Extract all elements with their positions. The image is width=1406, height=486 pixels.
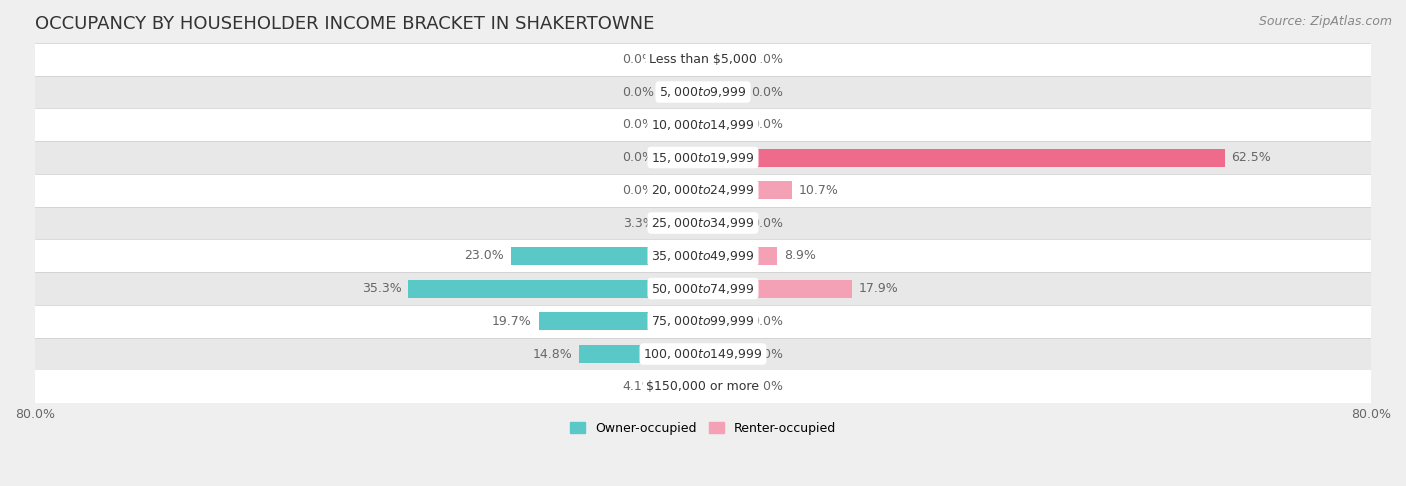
Bar [661,181,703,199]
Text: $100,000 to $149,999: $100,000 to $149,999 [644,347,762,361]
Text: $75,000 to $99,999: $75,000 to $99,999 [651,314,755,329]
Text: 0.0%: 0.0% [623,184,655,197]
Bar [661,149,703,167]
Text: 0.0%: 0.0% [623,86,655,99]
Text: 3.3%: 3.3% [623,217,655,229]
Text: 0.0%: 0.0% [623,151,655,164]
Text: Source: ZipAtlas.com: Source: ZipAtlas.com [1258,15,1392,28]
Bar [703,116,745,134]
Text: 0.0%: 0.0% [751,118,783,131]
Text: $35,000 to $49,999: $35,000 to $49,999 [651,249,755,263]
Legend: Owner-occupied, Renter-occupied: Owner-occupied, Renter-occupied [565,417,841,440]
Text: 17.9%: 17.9% [859,282,898,295]
Text: 0.0%: 0.0% [623,53,655,66]
Text: 0.0%: 0.0% [751,347,783,361]
Text: 35.3%: 35.3% [361,282,402,295]
Bar [35,338,1371,370]
Bar [661,50,703,68]
Text: Less than $5,000: Less than $5,000 [650,53,756,66]
Text: 0.0%: 0.0% [751,86,783,99]
Text: 0.0%: 0.0% [623,118,655,131]
Bar [703,214,745,232]
Text: 0.0%: 0.0% [751,217,783,229]
Bar [538,312,703,330]
Bar [703,181,793,199]
Bar [35,305,1371,338]
Text: 4.1%: 4.1% [623,381,655,393]
Text: $20,000 to $24,999: $20,000 to $24,999 [651,183,755,197]
Text: $10,000 to $14,999: $10,000 to $14,999 [651,118,755,132]
Text: $50,000 to $74,999: $50,000 to $74,999 [651,281,755,295]
Bar [35,141,1371,174]
Bar [703,378,745,396]
Bar [35,272,1371,305]
Bar [661,378,703,396]
Text: 10.7%: 10.7% [799,184,839,197]
Text: 8.9%: 8.9% [785,249,815,262]
Bar [703,247,778,265]
Bar [35,207,1371,240]
Bar [661,83,703,101]
Bar [703,312,745,330]
Bar [579,345,703,363]
Bar [661,214,703,232]
Bar [703,149,1225,167]
Bar [661,116,703,134]
Bar [703,345,745,363]
Text: 23.0%: 23.0% [464,249,505,262]
Text: $25,000 to $34,999: $25,000 to $34,999 [651,216,755,230]
Text: $150,000 or more: $150,000 or more [647,381,759,393]
Bar [35,76,1371,108]
Bar [408,279,703,297]
Bar [35,174,1371,207]
Text: OCCUPANCY BY HOUSEHOLDER INCOME BRACKET IN SHAKERTOWNE: OCCUPANCY BY HOUSEHOLDER INCOME BRACKET … [35,15,654,33]
Text: 62.5%: 62.5% [1232,151,1271,164]
Text: 0.0%: 0.0% [751,381,783,393]
Text: 0.0%: 0.0% [751,315,783,328]
Text: $5,000 to $9,999: $5,000 to $9,999 [659,85,747,99]
Bar [35,240,1371,272]
Text: $15,000 to $19,999: $15,000 to $19,999 [651,151,755,165]
Bar [35,108,1371,141]
Bar [510,247,703,265]
Text: 0.0%: 0.0% [751,53,783,66]
Text: 14.8%: 14.8% [533,347,572,361]
Bar [703,279,852,297]
Bar [703,83,745,101]
Bar [35,43,1371,76]
Text: 19.7%: 19.7% [492,315,531,328]
Bar [703,50,745,68]
Bar [35,370,1371,403]
